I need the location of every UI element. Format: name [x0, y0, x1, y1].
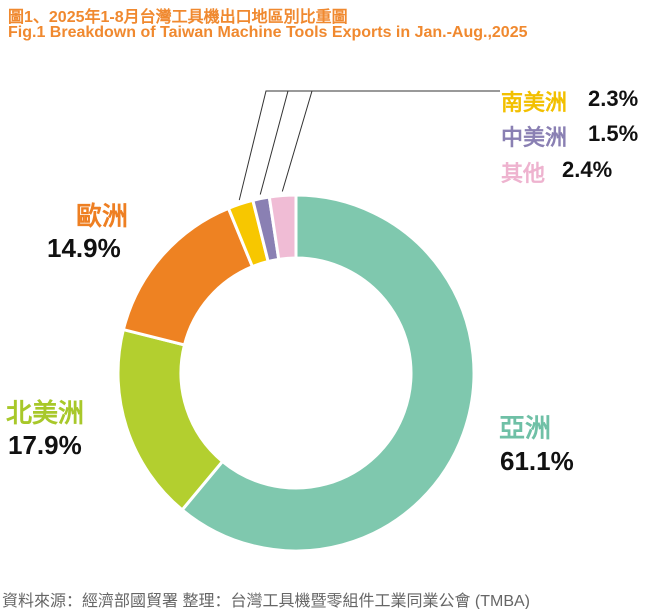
slice-europe [121, 206, 255, 347]
value-europe: 14.9% [47, 233, 121, 263]
label-asia: 亞洲 [499, 413, 552, 443]
source-note: 資料來源：經濟部國貿署 整理：台灣工具機暨零組件工業同業公會 (TMBA) [2, 593, 530, 609]
label-south-america: 南美洲 [501, 90, 568, 115]
value-south-america: 2.3% [588, 86, 639, 111]
label-europe: 歐洲 [76, 201, 129, 231]
leader-line-south-america [238, 90, 500, 201]
chart-title-en: Fig.1 Breakdown of Taiwan Machine Tools … [8, 24, 528, 41]
value-asia: 61.1% [500, 446, 574, 476]
chart-title-zh: 圖1、2025年1-8月台灣工具機出口地區別比重圖 [8, 9, 348, 26]
slice-asia [180, 193, 476, 553]
value-central-america: 1.5% [588, 121, 639, 146]
leader-line-others [281, 90, 500, 192]
label-north-america: 北美洲 [6, 398, 85, 428]
label-others: 其他 [501, 161, 546, 186]
value-others: 2.4% [562, 157, 613, 182]
value-north-america: 17.9% [8, 430, 82, 460]
slice-others [267, 193, 298, 262]
label-central-america: 中美洲 [501, 125, 568, 150]
